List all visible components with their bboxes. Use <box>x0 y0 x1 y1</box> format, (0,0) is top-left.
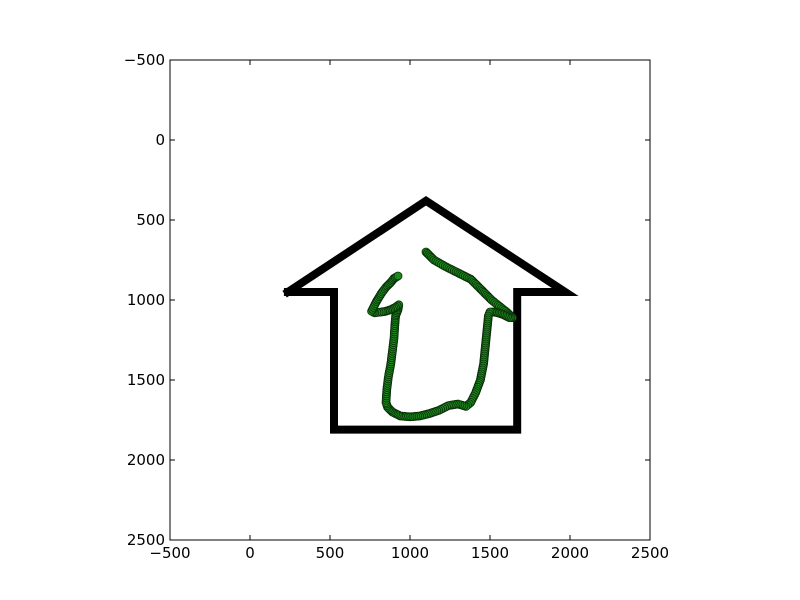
x-tick-label: 0 <box>245 544 255 562</box>
x-tick-label: 500 <box>316 544 345 562</box>
y-tick-label: −500 <box>124 51 165 69</box>
y-tick-label: 1500 <box>127 371 165 389</box>
x-tick-label: 2000 <box>551 544 589 562</box>
y-tick-label: 500 <box>136 211 165 229</box>
x-tick-label: 2500 <box>631 544 669 562</box>
y-tick-label: 2500 <box>127 531 165 549</box>
trajectory-point <box>393 271 403 281</box>
house-outline-line <box>282 196 579 434</box>
x-tick-label: −500 <box>149 544 190 562</box>
x-tick-label: 1500 <box>471 544 509 562</box>
y-tick-label: 1000 <box>127 291 165 309</box>
y-tick-label: 2000 <box>127 451 165 469</box>
x-tick-label: 1000 <box>391 544 429 562</box>
axes-frame <box>169 59 651 541</box>
y-tick-label: 0 <box>155 131 165 149</box>
